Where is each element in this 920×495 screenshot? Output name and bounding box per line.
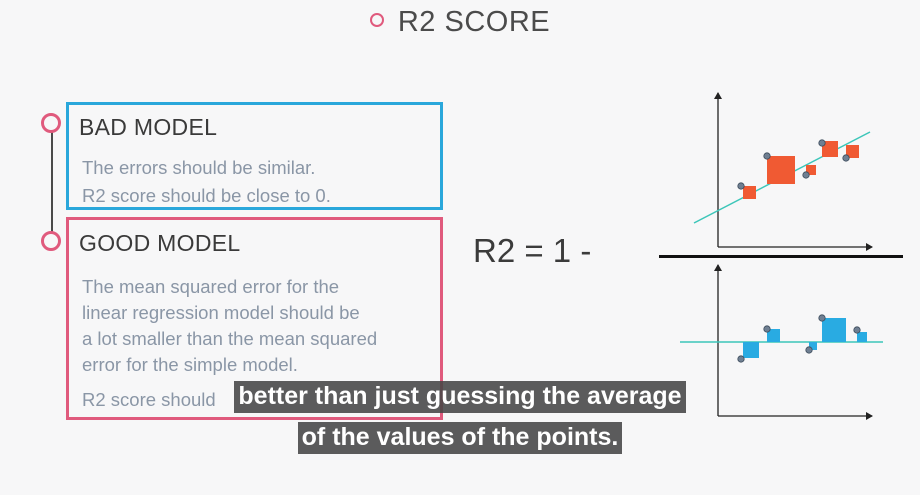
error-square (846, 145, 859, 158)
y-axis-arrow-icon (714, 92, 722, 99)
caption-line-1: better than just guessing the average (0, 381, 920, 413)
error-square (857, 332, 867, 342)
timeline-ring-icon-bad (41, 113, 61, 133)
timeline-line (51, 128, 53, 240)
error-square (822, 141, 838, 157)
r2-formula: R2 = 1 - (473, 232, 592, 269)
error-square (743, 186, 756, 199)
regression-error-plot (693, 92, 873, 251)
caption-line-2: of the values of the points. (0, 422, 920, 454)
bad-model-card: BAD MODEL The errors should be similar. … (66, 102, 443, 210)
bad-model-line-2: R2 score should be close to 0. (82, 185, 331, 206)
error-square (822, 318, 846, 342)
caption-text-2: of the values of the points. (297, 422, 623, 454)
error-square (809, 342, 817, 350)
data-point (842, 154, 850, 162)
timeline-ring-icon-good (41, 231, 61, 251)
good-model-line-5: R2 score should (82, 389, 216, 410)
data-point (805, 346, 813, 354)
error-square (767, 156, 795, 184)
good-model-line-3: a lot smaller than the mean squared (82, 328, 378, 349)
caption-text-1: better than just guessing the average (234, 381, 686, 413)
x-axis-arrow-icon (866, 243, 873, 251)
slide-title-text: R2 SCORE (397, 6, 551, 38)
good-model-line-4: error for the simple model. (82, 354, 298, 375)
slide-title: R2 SCORE (0, 6, 920, 39)
title-bullet-icon (369, 13, 384, 28)
data-point (802, 171, 810, 179)
data-point (737, 355, 745, 363)
good-model-heading: GOOD MODEL (79, 230, 241, 256)
error-square (743, 342, 759, 358)
bad-model-line-1: The errors should be similar. (82, 157, 316, 178)
data-point (818, 139, 826, 147)
data-point (763, 325, 771, 333)
error-square (806, 165, 816, 175)
bad-model-heading: BAD MODEL (79, 114, 218, 140)
x-axis-arrow-icon (866, 412, 873, 420)
error-square (767, 329, 780, 342)
fraction-divider (659, 255, 903, 258)
y-axis-arrow-icon (714, 264, 722, 271)
good-model-line-1: The mean squared error for the (82, 276, 340, 297)
data-point (818, 314, 826, 322)
good-model-card: GOOD MODEL The mean squared error for th… (66, 217, 443, 420)
data-point (853, 326, 861, 334)
data-point (763, 152, 771, 160)
good-model-line-2: linear regression model should be (82, 302, 360, 323)
mean-error-plot (680, 264, 883, 420)
data-point (737, 182, 745, 190)
